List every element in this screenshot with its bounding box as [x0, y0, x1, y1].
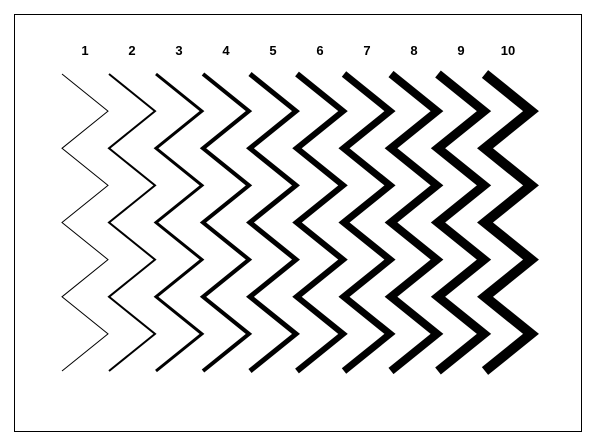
zigzag-lines: [61, 70, 539, 375]
line-weight-label-9: 9: [457, 43, 464, 58]
line-weight-label-5: 5: [269, 43, 276, 58]
line-weight-label-3: 3: [175, 43, 182, 58]
zigzag-line-8: [384, 70, 444, 375]
zigzag-line-3: [153, 72, 205, 373]
zigzag-line-7: [338, 71, 396, 374]
line-weight-label-6: 6: [316, 43, 323, 58]
line-weight-labels: 1 2 3 4 5 6 7 8 9 10: [81, 43, 515, 58]
zigzag-line-6: [292, 71, 348, 374]
zigzag-line-1: [61, 73, 109, 372]
zigzag-line-4: [199, 72, 253, 373]
zigzag-line-10: [477, 70, 539, 375]
line-weight-label-8: 8: [410, 43, 417, 58]
line-weight-label-2: 2: [128, 43, 135, 58]
zigzag-line-5: [246, 72, 300, 373]
line-weight-label-4: 4: [222, 43, 230, 58]
zigzag-line-2: [107, 73, 157, 372]
line-weight-label-7: 7: [363, 43, 370, 58]
zigzag-line-9: [430, 70, 492, 375]
diagram-frame: [14, 14, 582, 432]
line-weight-label-1: 1: [81, 43, 88, 58]
line-weight-label-10: 10: [501, 43, 515, 58]
